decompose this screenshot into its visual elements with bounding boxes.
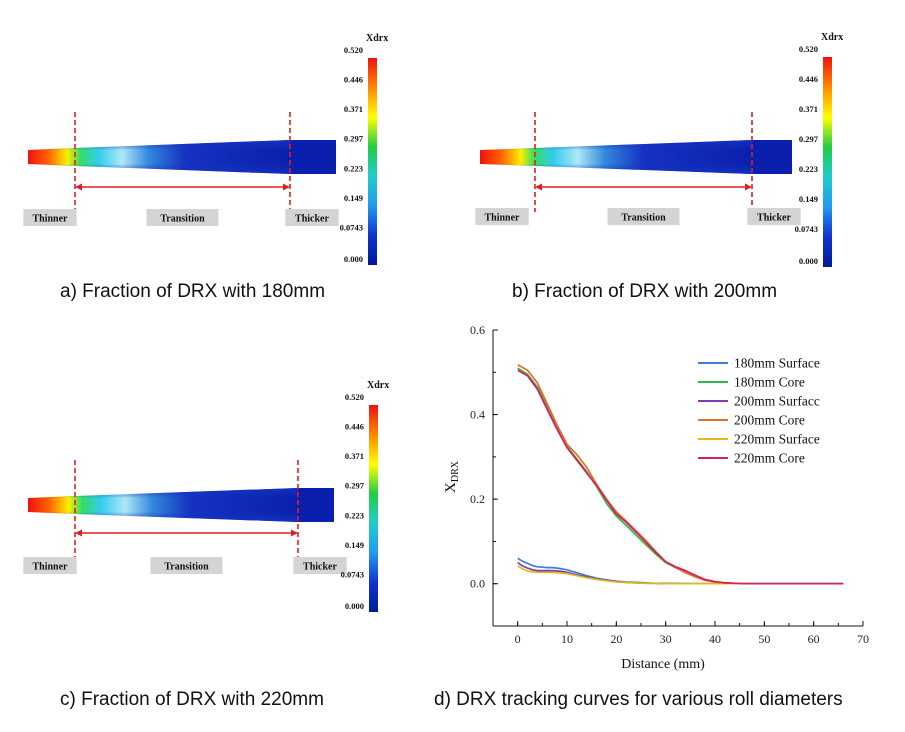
colorbar-tick-label: 0.297 bbox=[799, 134, 819, 144]
colorbar bbox=[368, 58, 377, 265]
caption-c: c) Fraction of DRX with 220mm bbox=[60, 689, 324, 710]
caption-d: d) DRX tracking curves for various roll … bbox=[434, 689, 843, 710]
legend-label: 200mm Core bbox=[734, 413, 805, 428]
colorbar-tick-label: 0.297 bbox=[344, 134, 364, 144]
colorbar-tick-label: 0.297 bbox=[345, 481, 365, 491]
arrowhead-right-icon bbox=[745, 183, 752, 191]
y-tick-label: 0.2 bbox=[470, 492, 485, 506]
colorbar-title: Xdrx bbox=[821, 32, 843, 43]
zone-label-thinner: Thinner bbox=[32, 214, 68, 225]
zone-label-box bbox=[475, 208, 529, 225]
colorbar-tick-label: 0.000 bbox=[345, 601, 364, 611]
zone-label-thicker: Thicker bbox=[303, 562, 337, 573]
legend-label: 220mm Core bbox=[734, 451, 805, 466]
zone-label-box bbox=[293, 557, 347, 574]
zone-label-box bbox=[146, 209, 219, 226]
y-axis-label-main: X bbox=[443, 482, 459, 493]
colorbar-tick-label: 0.371 bbox=[344, 104, 363, 114]
colorbar-tick-label: 0.000 bbox=[344, 254, 363, 264]
arrowhead-left-icon bbox=[75, 529, 82, 537]
colorbar-tick-label: 0.149 bbox=[799, 194, 818, 204]
colorbar-tick-label: 0.223 bbox=[344, 163, 363, 173]
contour-panel-180mm: Thinner Transition Thicker Xdrx 0.520 0.446 0.… bbox=[0, 0, 420, 285]
zone-label-thinner: Thinner bbox=[32, 562, 68, 573]
colorbar-tick-label: 0.0743 bbox=[340, 222, 363, 232]
zone-label-box bbox=[607, 208, 680, 225]
y-axis-label: XDRX bbox=[443, 460, 461, 493]
colorbar bbox=[823, 57, 832, 267]
zone-label-thicker: Thicker bbox=[757, 213, 791, 224]
legend-label: 180mm Surface bbox=[734, 356, 820, 371]
x-tick-label: 40 bbox=[709, 632, 721, 646]
drx-tracking-chart: 0.0 0.2 0.4 0.6 0 10 20 30 40 50 60 70 Distance (mm)… bbox=[443, 323, 869, 672]
workpiece-thick-plate bbox=[752, 140, 792, 174]
legend-label: 200mm Surfacc bbox=[734, 394, 820, 409]
workpiece-edge-shade bbox=[28, 140, 336, 174]
workpiece-edge-shade bbox=[28, 488, 334, 522]
colorbar-tick-label: 0.446 bbox=[345, 422, 364, 432]
colorbar-tick-label: 0.0743 bbox=[795, 224, 818, 234]
colorbar-tick-label: 0.520 bbox=[799, 44, 818, 54]
y-axis-label-sub: DRX bbox=[450, 460, 461, 482]
y-tick-label: 0.6 bbox=[470, 323, 485, 337]
x-tick-label: 60 bbox=[808, 632, 820, 646]
colorbar bbox=[369, 405, 378, 612]
caption-b: b) Fraction of DRX with 200mm bbox=[512, 281, 778, 302]
colorbar-tick-label: 0.000 bbox=[799, 256, 818, 266]
colorbar-tick-label: 0.446 bbox=[344, 75, 363, 85]
x-tick-label: 10 bbox=[561, 632, 573, 646]
x-tick-label: 0 bbox=[515, 632, 521, 646]
workpiece-thick-plate bbox=[298, 488, 334, 522]
legend-label: 220mm Surface bbox=[734, 432, 820, 447]
arrowhead-right-icon bbox=[283, 183, 290, 191]
colorbar-tick-label: 0.371 bbox=[345, 451, 364, 461]
zone-label-thinner: Thinner bbox=[484, 213, 520, 224]
zone-label-box bbox=[150, 557, 223, 574]
colorbar-tick-label: 0.371 bbox=[799, 104, 818, 114]
arrowhead-right-icon bbox=[291, 529, 298, 537]
zone-label-box bbox=[23, 209, 77, 226]
x-tick-label: 20 bbox=[610, 632, 622, 646]
colorbar-tick-label: 0.223 bbox=[345, 510, 364, 520]
zone-label-thicker: Thicker bbox=[295, 214, 329, 225]
caption-a: a) Fraction of DRX with 180mm bbox=[60, 281, 326, 302]
y-tick-label: 0.4 bbox=[470, 408, 485, 422]
contour-panel-200mm: Thinner Transition Thicker Xdrx 0.520 0.446 0.… bbox=[0, 0, 905, 285]
zone-label-box bbox=[747, 208, 801, 225]
colorbar-tick-label: 0.446 bbox=[799, 74, 818, 84]
zone-label-box bbox=[285, 209, 339, 226]
arrowhead-left-icon bbox=[535, 183, 542, 191]
y-tick-label: 0.0 bbox=[470, 577, 485, 591]
series-line-220mm-core bbox=[517, 369, 844, 585]
arrowhead-left-icon bbox=[75, 183, 82, 191]
x-tick-label: 70 bbox=[857, 632, 869, 646]
contour-panel-220mm: Thinner Transition Thicker Xdrx 0.520 0.446 0.… bbox=[0, 0, 420, 640]
colorbar-tick-label: 0.149 bbox=[344, 193, 363, 203]
colorbar-title: Xdrx bbox=[366, 33, 388, 44]
zone-label-transition: Transition bbox=[164, 562, 209, 573]
x-tick-label: 50 bbox=[758, 632, 770, 646]
x-axis-label: Distance (mm) bbox=[621, 657, 705, 672]
colorbar-tick-label: 0.149 bbox=[345, 540, 364, 550]
x-tick-label: 30 bbox=[660, 632, 672, 646]
zone-label-transition: Transition bbox=[160, 214, 205, 225]
colorbar-title: Xdrx bbox=[367, 380, 389, 391]
legend-label: 180mm Core bbox=[734, 375, 805, 390]
colorbar-tick-label: 0.223 bbox=[799, 164, 818, 174]
workpiece-edge-shade bbox=[480, 140, 792, 174]
zone-label-transition: Transition bbox=[621, 213, 666, 224]
workpiece-thick-plate bbox=[290, 140, 336, 174]
colorbar-tick-label: 0.520 bbox=[344, 45, 363, 55]
colorbar-tick-label: 0.0743 bbox=[341, 569, 364, 579]
colorbar-tick-label: 0.520 bbox=[345, 392, 364, 402]
zone-label-box bbox=[23, 557, 77, 574]
